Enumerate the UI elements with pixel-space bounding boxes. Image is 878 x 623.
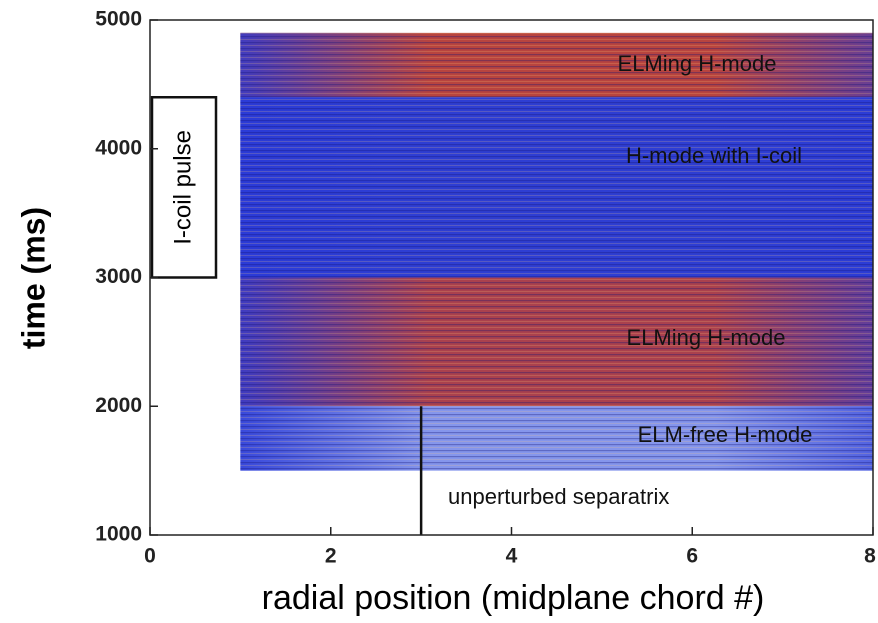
region-label: ELMing H-mode: [618, 51, 777, 76]
region-texture: [240, 277, 873, 407]
y-tick-label: 2000: [95, 394, 142, 417]
y-axis-label: time (ms): [15, 207, 51, 349]
region-label: ELMing H-mode: [627, 325, 786, 350]
y-tick-label: 3000: [95, 265, 142, 288]
pulse-box: [150, 96, 218, 279]
region-texture: [240, 97, 873, 278]
y-tick-label: 4000: [95, 136, 142, 159]
x-tick-label: 8: [864, 545, 876, 568]
separatrix-label: unperturbed separatrix: [448, 484, 669, 509]
pulse-label: I-coil pulse: [169, 130, 196, 245]
x-tick-label: 2: [325, 545, 337, 568]
y-tick-label: 1000: [95, 523, 142, 546]
region-texture: [240, 406, 873, 471]
x-tick-label: 4: [506, 545, 518, 568]
x-axis-label: radial position (midplane chord #): [262, 579, 765, 617]
x-tick-label: 0: [144, 545, 156, 568]
x-tick-label: 6: [686, 545, 698, 568]
region-texture: [240, 32, 873, 98]
region-label: H-mode with I-coil: [626, 143, 802, 168]
y-tick-label: 5000: [95, 8, 142, 31]
region-label: ELM-free H-mode: [638, 422, 813, 447]
